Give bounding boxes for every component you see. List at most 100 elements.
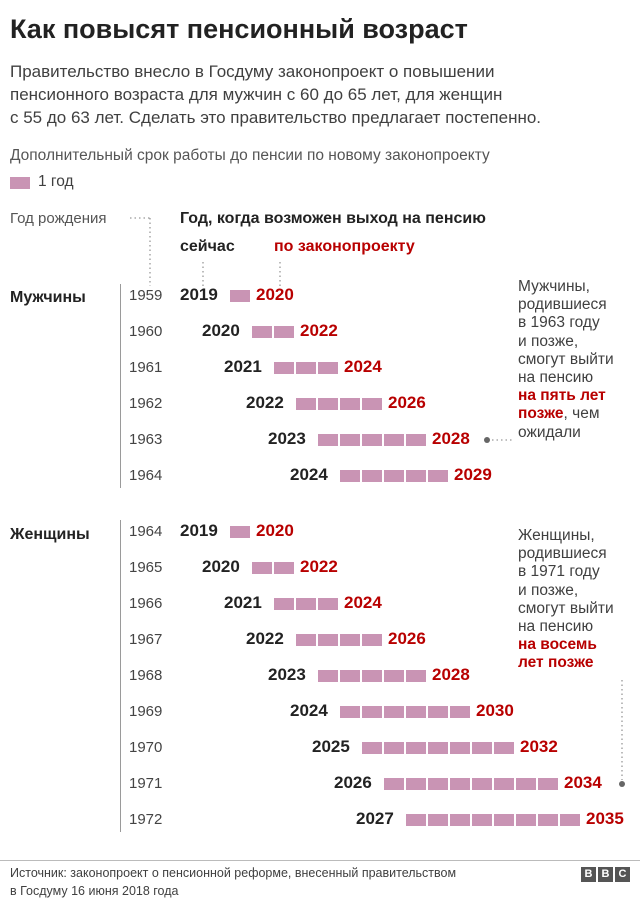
women-note-line: Женщины,: [518, 527, 595, 544]
group-label-men: Мужчины: [10, 289, 86, 306]
extra-years-bar: [318, 434, 428, 446]
new-retirement-year: 2032: [520, 737, 558, 756]
birth-year-label: 1961: [129, 359, 163, 376]
men-note-line: в 1963 году: [518, 314, 600, 332]
extra-years-bar: [274, 598, 340, 610]
birth-year-label: 1972: [129, 811, 163, 828]
current-retirement-year: 2023: [268, 665, 306, 684]
current-retirement-year: 2022: [246, 629, 284, 648]
birth-year-label: 1964: [129, 523, 163, 540]
men-note-emphasis: позже: [518, 405, 564, 423]
birth-year-label: 1967: [129, 631, 163, 648]
new-retirement-year: 2026: [388, 629, 426, 648]
men-note-line: на пенсию: [518, 369, 594, 387]
legend-swatch: [10, 177, 30, 189]
group-axis-line: [120, 520, 121, 832]
extra-years-bar: [340, 470, 450, 482]
women-note-line: родившиеся: [518, 545, 607, 563]
extra-years-bar: [274, 362, 340, 374]
extra-years-bar: [318, 670, 428, 682]
new-retirement-year: 2022: [300, 557, 338, 576]
current-retirement-year: 2019: [180, 285, 218, 304]
birth-year-label: 1964: [129, 467, 163, 484]
extra-years-bar: [406, 814, 582, 826]
new-retirement-year: 2026: [388, 393, 426, 412]
group-label-women: Женщины: [10, 526, 90, 543]
birth-year-label: 1962: [129, 395, 163, 412]
bbc-logo-letter: B: [581, 867, 596, 882]
current-retirement-year: 2020: [202, 321, 240, 340]
birth-year-label: 1968: [129, 667, 163, 684]
birth-year-label: 1959: [129, 287, 163, 304]
men-note-line: родившиеся: [518, 296, 607, 314]
women-note-emphasis: на восемь: [518, 636, 597, 654]
new-retirement-year: 2020: [256, 521, 294, 540]
new-retirement-year: 2028: [432, 429, 470, 448]
footer-divider: [0, 860, 640, 861]
new-retirement-year: 2029: [454, 465, 492, 484]
birth-year-header: Год рождения: [10, 210, 107, 227]
women-note-dot: [619, 781, 625, 787]
extra-years-bar: [384, 778, 560, 790]
men-note-emphasis: на пять лет: [518, 387, 606, 405]
subtitle-line-3: с 55 до 63 лет. Сделать это правительств…: [10, 108, 542, 127]
subtitle-line-1: Правительство внесло в Госдуму законопро…: [10, 62, 495, 81]
women-note-line: и позже,: [518, 581, 579, 599]
legend-text: Дополнительный срок работы до пенсии по …: [10, 147, 490, 164]
bbc-logo-letter: C: [615, 867, 630, 882]
birth-year-label: 1963: [129, 431, 163, 448]
birth-year-label: 1960: [129, 323, 163, 340]
column-law-label: по законопроекту: [274, 238, 415, 255]
men-note-after: ожидали: [518, 423, 581, 441]
new-retirement-year: 2020: [256, 285, 294, 304]
extra-years-bar: [296, 398, 384, 410]
current-retirement-year: 2019: [180, 521, 218, 540]
extra-years-bar: [340, 706, 472, 718]
new-retirement-year: 2022: [300, 321, 338, 340]
extra-years-bar: [230, 526, 252, 538]
extra-years-bar: [296, 634, 384, 646]
current-retirement-year: 2024: [290, 465, 328, 484]
men-note: Мужчины, родившиеся в 1963 году и позже,…: [518, 278, 614, 442]
birth-year-label: 1970: [129, 739, 163, 756]
women-note-line: на пенсию: [518, 618, 594, 636]
current-retirement-year: 2026: [334, 773, 372, 792]
women-note-line: в 1971 году: [518, 563, 600, 581]
bbc-logo-letter: B: [598, 867, 613, 882]
subtitle-line-2: пенсионного возраста для мужчин с 60 до …: [10, 85, 503, 104]
source-line-1: Источник: законопроект о пенсионной рефо…: [10, 866, 457, 880]
current-retirement-year: 2020: [202, 557, 240, 576]
current-retirement-year: 2023: [268, 429, 306, 448]
source-line-2: в Госдуму 16 июня 2018 года: [10, 884, 179, 898]
current-retirement-year: 2024: [290, 701, 328, 720]
new-retirement-year: 2024: [344, 593, 382, 612]
extra-years-bar: [230, 290, 252, 302]
men-note-tail: , чем: [563, 405, 600, 423]
birth-year-label: 1971: [129, 775, 163, 792]
current-retirement-year: 2027: [356, 809, 394, 828]
group-axis-line: [120, 284, 121, 488]
current-retirement-year: 2022: [246, 393, 284, 412]
women-note-line: смогут выйти: [518, 599, 614, 617]
new-retirement-year: 2030: [476, 701, 514, 720]
new-retirement-year: 2028: [432, 665, 470, 684]
new-retirement-year: 2035: [586, 809, 624, 828]
men-note-dot: [484, 437, 490, 443]
new-retirement-year: 2034: [564, 773, 602, 792]
birth-year-label: 1966: [129, 595, 163, 612]
women-note-emphasis: лет позже: [518, 654, 594, 672]
men-note-line: смогут выйти: [518, 350, 614, 368]
extra-years-bar: [252, 562, 296, 574]
retirement-year-header: Год, когда возможен выход на пенсию: [180, 210, 486, 227]
column-now-label: сейчас: [180, 238, 235, 255]
women-note: Женщины, родившиеся в 1971 году и позже,…: [518, 527, 614, 673]
men-note-line: и позже,: [518, 332, 579, 350]
birth-year-label: 1965: [129, 559, 163, 576]
current-retirement-year: 2021: [224, 357, 262, 376]
current-retirement-year: 2025: [312, 737, 350, 756]
birth-year-label: 1969: [129, 703, 163, 720]
new-retirement-year: 2024: [344, 357, 382, 376]
legend-label: 1 год: [38, 173, 74, 190]
extra-years-bar: [252, 326, 296, 338]
